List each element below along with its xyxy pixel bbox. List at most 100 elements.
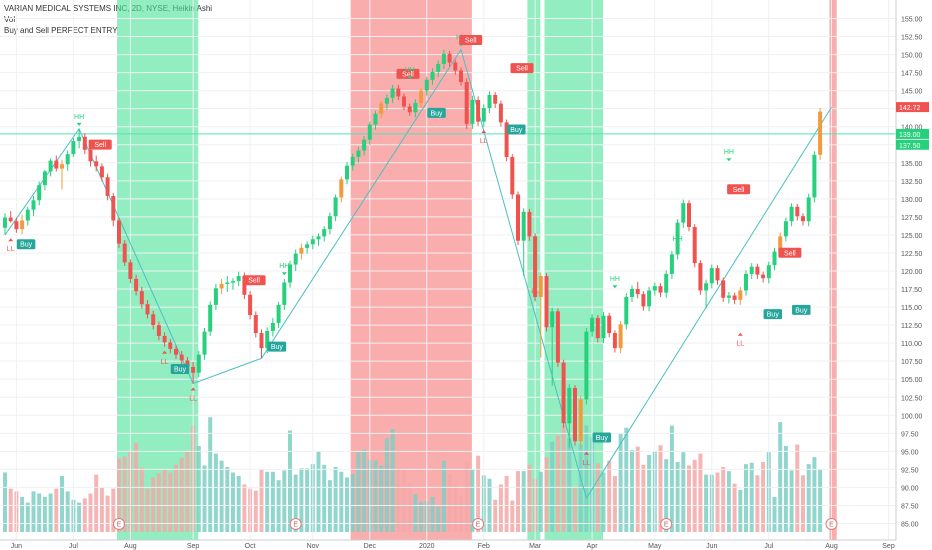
candle <box>162 332 167 347</box>
price-axis[interactable]: 155.00152.50150.00147.50145.00142.50140.… <box>895 0 932 550</box>
hh-label: HH <box>673 236 683 243</box>
candle <box>350 153 355 171</box>
candle <box>561 359 566 428</box>
hh-label: HH <box>279 263 289 270</box>
candle <box>139 286 144 309</box>
candle <box>527 208 532 241</box>
candle <box>288 260 292 288</box>
volume-bar <box>174 464 178 532</box>
volume-bar <box>749 462 754 532</box>
price-tick-label: 87.50 <box>901 503 919 510</box>
candle <box>14 217 19 233</box>
ll-label: LL <box>736 341 744 348</box>
candle-body <box>402 96 406 107</box>
candle-body <box>704 283 709 291</box>
volume-bar <box>242 484 247 532</box>
candle <box>191 361 196 384</box>
candle-body <box>795 206 800 217</box>
buy-label: Buy <box>795 307 808 314</box>
candle <box>345 162 349 185</box>
volume-bar <box>464 461 469 532</box>
time-tick-label: Dec <box>364 543 377 550</box>
candle <box>413 99 418 118</box>
price-tick-label: 140.00 <box>901 125 923 132</box>
ll-marker-icon <box>8 238 14 242</box>
volume-bar <box>379 465 384 532</box>
candle <box>715 265 720 285</box>
candle-body <box>305 244 310 248</box>
candle-body <box>156 325 161 336</box>
price-label-tag <box>896 128 929 139</box>
candle-body <box>37 185 42 201</box>
candle-body <box>498 103 503 123</box>
candle-body <box>413 102 418 113</box>
candle <box>202 327 207 360</box>
candle <box>259 329 264 359</box>
candle-body <box>208 304 213 332</box>
time-tick-label: May <box>648 543 662 550</box>
candle-body <box>265 330 270 349</box>
time-tick-label: Jun <box>11 543 22 550</box>
volume-bar <box>698 453 703 532</box>
candle-body <box>179 354 184 361</box>
candle <box>253 311 258 338</box>
candle-body <box>196 354 201 373</box>
volume-bar <box>99 487 104 532</box>
candle <box>339 176 344 203</box>
hh-marker-icon <box>612 285 618 289</box>
price-tick-label: 105.00 <box>901 377 923 384</box>
volume-bar <box>339 471 344 532</box>
sell-tag <box>727 184 751 195</box>
candle-body <box>481 107 486 122</box>
candle-body <box>248 294 253 316</box>
candle-body <box>128 262 133 279</box>
volume-bar <box>630 450 634 532</box>
buy-tag <box>427 107 446 118</box>
candle <box>236 271 241 287</box>
candle-body <box>749 266 754 274</box>
ll-marker-icon <box>583 451 589 455</box>
candle-body <box>550 311 555 328</box>
volume-bar <box>270 471 275 532</box>
candle <box>430 68 435 85</box>
candle <box>652 282 657 296</box>
candle-body <box>71 141 76 155</box>
volume-bar <box>42 497 47 532</box>
candle-body <box>213 288 218 305</box>
volume-bar <box>555 435 560 532</box>
price-tick-label: 127.50 <box>901 215 923 222</box>
candle <box>419 87 424 108</box>
chart-legend: VARIAN MEDICAL SYSTEMS INC, 2D, NYSE, He… <box>4 3 212 36</box>
candle-body <box>316 236 321 240</box>
candle <box>179 351 184 366</box>
candle <box>447 50 452 67</box>
candle <box>618 320 623 354</box>
price-tick-label: 85.00 <box>901 522 919 529</box>
candle-body <box>276 304 281 323</box>
volume-bar <box>498 484 503 532</box>
candle-body <box>641 294 646 307</box>
candle <box>744 270 748 296</box>
candle-body <box>755 266 760 275</box>
sell-tag <box>88 139 112 150</box>
candle-body <box>236 276 241 282</box>
price-tick-label: 155.00 <box>901 17 923 24</box>
ll-marker-icon <box>162 350 168 354</box>
earnings-label: E <box>293 522 298 529</box>
candle-body <box>259 333 264 349</box>
candle-body <box>3 217 7 228</box>
candle-body <box>533 236 538 297</box>
time-axis[interactable]: Jun Jul Aug Sep Oct Nov Dec 2020 Feb Mar Apr May Jun… <box>0 539 932 550</box>
volume-bar <box>396 469 401 532</box>
candle-body <box>436 63 441 72</box>
volume-bar <box>111 488 116 532</box>
volume-bar <box>561 425 566 532</box>
candle-body <box>555 311 560 363</box>
zone-red <box>829 0 837 540</box>
candle-body <box>504 122 509 158</box>
earnings-label: E <box>829 522 834 529</box>
candle <box>390 84 395 103</box>
buy-tag <box>507 124 526 135</box>
volume-bar <box>384 438 389 532</box>
